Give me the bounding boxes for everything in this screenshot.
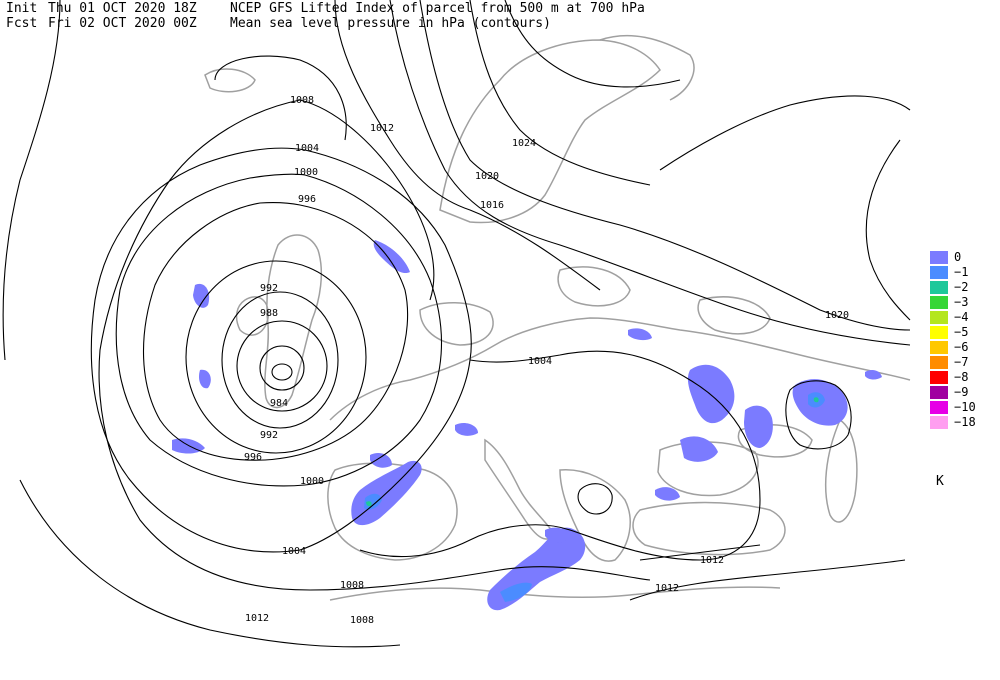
li-area-iberia-green: [366, 501, 372, 507]
li-area-med-south-core: [500, 582, 532, 602]
legend-swatch: [930, 371, 948, 384]
li-area-kazakh: [865, 369, 882, 380]
legend-label: 0: [954, 250, 962, 264]
legend-swatch: [930, 281, 948, 294]
legend-swatch: [930, 386, 948, 399]
isobar-label: 1012: [245, 613, 269, 624]
legend-label: −9: [954, 385, 969, 399]
li-area-med-west: [455, 422, 478, 436]
legend-label: −6: [954, 340, 969, 354]
isobar-label: 992: [260, 283, 278, 294]
isobar-label: 1004: [282, 546, 306, 557]
isobar-label: 1008: [290, 95, 314, 106]
isobar-label: 992: [260, 430, 278, 441]
legend-label: −18: [954, 415, 976, 429]
isobar-label: 1024: [512, 138, 536, 149]
legend-swatch: [930, 401, 948, 414]
isobar-label: 1008: [350, 615, 374, 626]
legend-swatch: [930, 251, 948, 264]
isobar-label: 1012: [655, 583, 679, 594]
legend-swatch: [930, 416, 948, 429]
li-area-caspian-green: [813, 397, 819, 403]
li-area-blacksea: [680, 436, 718, 462]
isobars: [2, 0, 911, 648]
isobar-labels: 1008 1012 1024 1004 1020 1000 1016 996 9…: [244, 95, 849, 626]
isobar-label: 1008: [340, 580, 364, 591]
isobar-label: 1000: [300, 476, 324, 487]
legend-label: −2: [954, 280, 969, 294]
legend-swatch: [930, 326, 948, 339]
coastlines: [204, 34, 911, 601]
isobar-label: 996: [244, 452, 262, 463]
li-area-uk-west: [193, 283, 210, 308]
li-area-uk-west-2: [198, 369, 211, 389]
li-area-russia-east: [744, 405, 773, 448]
map-title: NCEP GFS Lifted Index of parcel from 500…: [230, 1, 645, 16]
isobar-label: 1012: [700, 555, 724, 566]
legend-swatch: [930, 311, 948, 324]
isobar-label: 1012: [370, 123, 394, 134]
li-area-ukraine: [687, 364, 735, 424]
li-area-norway-coast: [373, 240, 410, 274]
legend-label: −1: [954, 265, 969, 279]
isobar-label: 1016: [480, 200, 504, 211]
isobar-label: 1004: [528, 356, 552, 367]
legend-label: −10: [954, 400, 976, 414]
fcst-label: Fcst: [6, 16, 38, 31]
legend-label: −8: [954, 370, 969, 384]
map-subtitle: Mean sea level pressure in hPa (contours…: [230, 16, 551, 31]
isobar-label: 984: [270, 398, 288, 409]
li-area-turkey: [655, 487, 680, 501]
isobar-label: 996: [298, 194, 316, 205]
legend-swatch: [930, 266, 948, 279]
li-area-spain-north: [370, 453, 392, 468]
legend-label: −7: [954, 355, 969, 369]
isobar-label: 1020: [475, 171, 499, 182]
isobar-label: 1020: [825, 310, 849, 321]
legend-swatch: [930, 341, 948, 354]
fcst-time: Fri 02 OCT 2020 00Z: [48, 16, 197, 31]
legend-label: −5: [954, 325, 969, 339]
isobar-label: 1004: [295, 143, 319, 154]
legend-unit: K: [936, 474, 944, 489]
legend-swatch: [930, 356, 948, 369]
legend-swatch: [930, 296, 948, 309]
legend-label: −3: [954, 295, 969, 309]
init-label: Init: [6, 1, 38, 16]
li-area-finland: [628, 328, 652, 341]
li-area-med-central: [545, 527, 570, 543]
isobar-label: 1000: [294, 167, 318, 178]
isobar-label: 988: [260, 308, 278, 319]
legend-label: −4: [954, 310, 969, 324]
init-time: Thu 01 OCT 2020 18Z: [48, 1, 197, 16]
